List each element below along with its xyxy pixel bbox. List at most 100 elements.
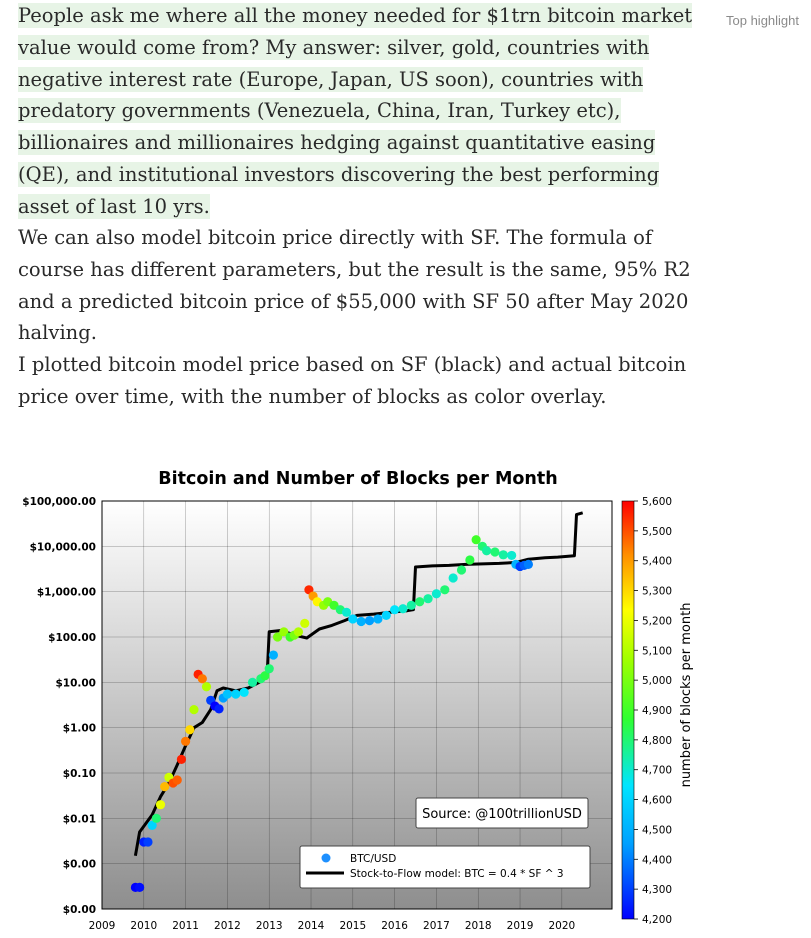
- btc-price-point: [456, 565, 467, 575]
- highlighted-paragraph: People ask me where all the money needed…: [18, 0, 698, 223]
- colorbar-tick-label: 5,600: [642, 496, 672, 508]
- y-tick-label: $100,000.00: [22, 496, 96, 508]
- btc-price-point: [440, 585, 450, 595]
- x-tick-label: 2013: [256, 920, 283, 932]
- btc-price-point: [356, 616, 366, 627]
- x-tick-label: 2020: [548, 920, 575, 932]
- btc-price-point: [143, 837, 153, 847]
- x-tick-label: 2010: [130, 920, 157, 932]
- colorbar-tick-label: 4,600: [642, 795, 672, 807]
- text-highlight[interactable]: People ask me where all the money needed…: [18, 3, 693, 219]
- colorbar-tick-label: 4,400: [642, 854, 672, 866]
- y-tick-label: $1,000.00: [37, 587, 96, 599]
- btc-price-point: [507, 550, 517, 561]
- x-tick-label: 2012: [214, 920, 241, 932]
- colorbar-tick-label: 4,500: [642, 824, 672, 836]
- legend-entry-model: Stock-to-Flow model: BTC = 0.4 * SF ^ 3: [350, 868, 564, 880]
- btc-price-point: [279, 627, 289, 637]
- btc-price-point: [147, 820, 157, 830]
- btc-price-point: [181, 736, 191, 746]
- colorbar-tick-label: 4,900: [642, 705, 672, 717]
- btc-price-point: [448, 573, 458, 583]
- colorbar-tick-label: 5,100: [642, 645, 672, 657]
- btc-price-point: [264, 664, 274, 674]
- y-tick-label: $0.00: [63, 859, 96, 871]
- y-tick-label: $10,000.00: [30, 541, 96, 553]
- x-tick-label: 2019: [507, 920, 534, 932]
- btc-price-point: [471, 535, 481, 545]
- btc-price-point: [498, 550, 508, 560]
- paragraph-model-price: We can also model bitcoin price directly…: [18, 226, 691, 345]
- legend-box: [299, 845, 591, 889]
- top-highlight-label: Top highlight: [726, 13, 799, 28]
- btc-price-point: [135, 882, 145, 892]
- bitcoin-blocks-chart: Bitcoin and Number of Blocks per Month $…: [22, 469, 694, 932]
- colorbar-tick-label: 4,800: [642, 735, 672, 747]
- y-tick-label: $0.01: [63, 813, 96, 825]
- btc-price-point: [490, 547, 500, 557]
- btc-price-point: [214, 704, 224, 714]
- legend-dot-marker: [321, 853, 331, 863]
- x-tick-label: 2009: [89, 920, 116, 932]
- colorbar-tick-label: 5,200: [642, 615, 672, 627]
- btc-price-point: [260, 671, 270, 681]
- btc-price-point: [465, 555, 475, 565]
- chart-title: Bitcoin and Number of Blocks per Month: [158, 469, 557, 489]
- colorbar-label: number of blocks per month: [679, 603, 694, 788]
- source-annotation: Source: @100trillionUSD: [422, 807, 582, 822]
- x-tick-label: 2017: [423, 920, 450, 932]
- legend-entry-btcusd: BTC/USD: [350, 853, 396, 865]
- y-tick-label: $1.00: [63, 723, 96, 735]
- paragraph-plot-description: I plotted bitcoin model price based on S…: [18, 353, 687, 408]
- btc-price-point: [293, 627, 304, 637]
- y-tick-label: $100.00: [48, 632, 96, 644]
- btc-price-point: [151, 813, 161, 823]
- btc-price-point: [481, 546, 492, 556]
- colorbar-tick-label: 4,300: [642, 884, 672, 896]
- btc-price-point: [231, 689, 241, 699]
- colorbar-tick-label: 4,700: [642, 765, 672, 777]
- x-tick-label: 2016: [381, 920, 408, 932]
- colorbar-tick-label: 5,400: [642, 556, 672, 568]
- btc-price-dots: [130, 535, 533, 892]
- btc-price-point: [300, 618, 310, 628]
- btc-price-point: [172, 775, 182, 785]
- btc-price-point: [201, 682, 212, 692]
- btc-price-point: [348, 614, 358, 624]
- btc-price-point: [189, 705, 199, 715]
- colorbar-tick-label: 5,000: [642, 675, 672, 687]
- btc-price-point: [381, 610, 391, 620]
- btc-price-point: [176, 754, 187, 764]
- source-box: [415, 797, 589, 829]
- btc-price-point: [160, 782, 170, 792]
- colorbar-tick-label: 5,500: [642, 526, 672, 538]
- colorbar: [621, 500, 635, 920]
- x-axis-ticks: 2009 2010 2011 2012 2013 2014 2015 2016 2017 2018…: [89, 920, 576, 932]
- btc-price-point: [197, 674, 207, 684]
- btc-price-point: [523, 559, 533, 569]
- btc-price-point: [272, 632, 283, 642]
- colorbar-ticks: 4,200 4,300 4,400 4,500 4,600 4,700 4,800 4,900…: [634, 496, 672, 926]
- btc-price-point: [341, 607, 352, 617]
- colorbar-tick-label: 4,200: [642, 914, 672, 926]
- btc-price-point: [185, 725, 195, 735]
- y-axis-ticks: $0.00 $0.00 $0.01 $0.10 $1.00 $10.00 $100.00 $1…: [22, 496, 96, 916]
- x-tick-label: 2018: [465, 920, 492, 932]
- btc-price-point: [222, 689, 233, 699]
- btc-price-point: [390, 605, 400, 615]
- btc-price-point: [364, 616, 375, 626]
- btc-price-point: [155, 800, 166, 810]
- colorbar-tick-label: 5,300: [642, 586, 672, 598]
- y-tick-label: $10.00: [55, 677, 96, 689]
- btc-price-point: [268, 650, 278, 660]
- y-tick-label: $0.10: [63, 768, 96, 780]
- btc-price-point: [247, 677, 258, 687]
- btc-price-point: [373, 614, 383, 624]
- btc-price-point: [431, 589, 442, 599]
- btc-price-point: [406, 600, 416, 610]
- btc-price-point: [415, 597, 425, 607]
- x-tick-label: 2015: [339, 920, 366, 932]
- btc-price-point: [398, 604, 408, 614]
- y-tick-label: $0.00: [63, 904, 96, 916]
- btc-price-point: [423, 594, 433, 604]
